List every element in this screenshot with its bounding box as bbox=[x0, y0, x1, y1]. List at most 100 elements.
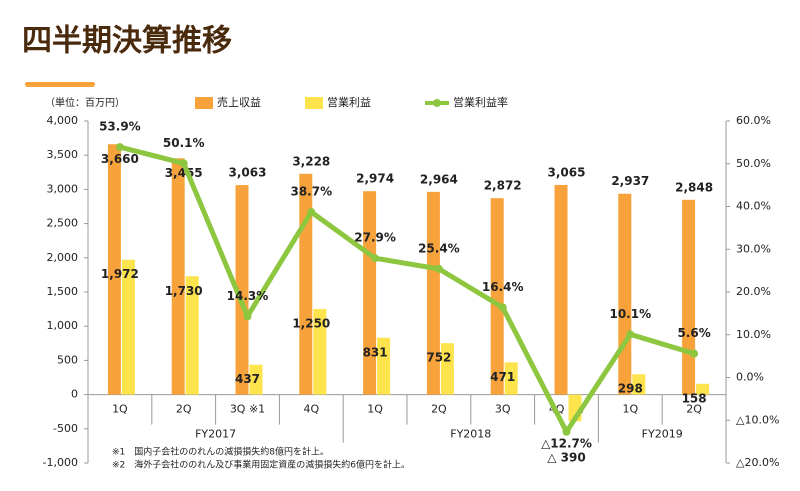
x-tick-label: 3Q ※1 bbox=[230, 403, 265, 416]
bar-value-label: 1,250 bbox=[292, 317, 330, 331]
x-tick-label: 2Q bbox=[431, 403, 447, 416]
bar bbox=[440, 343, 454, 395]
line-point bbox=[179, 159, 188, 168]
x-tick-label: 4Q bbox=[303, 403, 319, 416]
line-point bbox=[115, 143, 124, 152]
bar-value-label: 2,937 bbox=[611, 174, 649, 188]
line bbox=[119, 144, 695, 435]
line-point bbox=[243, 312, 252, 321]
legend-swatch bbox=[305, 97, 323, 109]
bar bbox=[185, 276, 199, 395]
y-tick-label: 500 bbox=[57, 353, 78, 366]
title-underline bbox=[25, 82, 95, 87]
bar bbox=[377, 337, 391, 395]
y-tick-label: -1,000 bbox=[43, 456, 78, 469]
x-tick-label: 1Q bbox=[112, 403, 128, 416]
line-value-label: 53.9% bbox=[99, 120, 141, 134]
bar bbox=[696, 383, 710, 395]
bar-value-label: 2,964 bbox=[420, 172, 458, 186]
y2-tick-label: 20.0% bbox=[736, 285, 771, 298]
bar-value-label: △ 390 bbox=[547, 451, 585, 465]
y2-tick-label: 30.0% bbox=[736, 242, 771, 255]
line-value-label: △12.7% bbox=[541, 436, 592, 450]
bar-value-label: 3,455 bbox=[165, 166, 203, 180]
y-tick-label: 1,500 bbox=[47, 285, 79, 298]
line-point bbox=[498, 303, 507, 312]
bar bbox=[121, 259, 135, 395]
footnote: ※2 海外子会社ののれん及び事業用固定資産の減損損失約6億円を計上。 bbox=[112, 459, 410, 471]
line-value-label: 5.6% bbox=[677, 326, 710, 340]
line-value-label: 10.1% bbox=[609, 307, 651, 321]
bar bbox=[554, 184, 568, 395]
bar-value-label: 3,063 bbox=[229, 166, 267, 180]
legend-swatch bbox=[195, 97, 213, 109]
line-value-label: 25.4% bbox=[418, 241, 460, 255]
bar bbox=[618, 193, 632, 395]
y2-tick-label: 10.0% bbox=[736, 328, 771, 341]
group-label: FY2018 bbox=[450, 428, 491, 441]
bar bbox=[363, 191, 377, 395]
x-tick-label: 3Q bbox=[495, 403, 511, 416]
legend-label: 売上収益 bbox=[217, 95, 261, 109]
bar-value-label: 3,065 bbox=[548, 165, 586, 179]
unit-label: （単位：百万円） bbox=[45, 96, 125, 109]
y2-tick-label: △20.0% bbox=[736, 456, 779, 469]
bar-value-label: 1,972 bbox=[101, 267, 139, 281]
bar bbox=[426, 191, 440, 395]
line-value-label: 38.7% bbox=[290, 185, 332, 199]
line-value-label: 14.3% bbox=[227, 289, 269, 303]
bar bbox=[299, 173, 313, 395]
line-value-label: 50.1% bbox=[163, 136, 205, 150]
y2-tick-label: 60.0% bbox=[736, 114, 771, 127]
y-tick-label: 3,000 bbox=[47, 182, 79, 195]
line-point bbox=[371, 254, 380, 263]
bar-value-label: 1,730 bbox=[165, 284, 203, 298]
y-tick-label: 3,500 bbox=[47, 148, 79, 161]
x-tick-label: 1Q bbox=[622, 403, 638, 416]
y-tick-label: 0 bbox=[71, 388, 78, 401]
bar-value-label: 437 bbox=[235, 372, 260, 386]
bar bbox=[490, 198, 504, 395]
y-tick-label: 1,000 bbox=[47, 319, 79, 332]
legend-label: 営業利益 bbox=[327, 95, 371, 109]
bar bbox=[313, 309, 327, 395]
y2-tick-label: 50.0% bbox=[736, 157, 771, 170]
bar-value-label: 3,228 bbox=[292, 154, 330, 168]
bar bbox=[235, 185, 249, 395]
legend-label: 営業利益率 bbox=[453, 95, 508, 109]
line-value-label: 16.4% bbox=[482, 280, 524, 294]
group-label: FY2017 bbox=[195, 428, 236, 441]
x-tick-label: 2Q bbox=[176, 403, 192, 416]
line-point bbox=[690, 349, 699, 358]
bar bbox=[504, 362, 518, 395]
bar-value-label: 471 bbox=[490, 370, 515, 384]
x-tick-label: 2Q bbox=[686, 403, 702, 416]
legend-swatch bbox=[433, 99, 441, 107]
line-point bbox=[307, 208, 316, 217]
page-title: 四半期決算推移 bbox=[22, 24, 232, 59]
bar-value-label: 752 bbox=[426, 351, 451, 365]
y2-tick-label: 40.0% bbox=[736, 200, 771, 213]
footnote: ※1 国内子会社ののれんの減損損失約8億円を計上。 bbox=[112, 446, 329, 458]
x-tick-label: 1Q bbox=[367, 403, 383, 416]
bar bbox=[632, 374, 646, 395]
bar-value-label: 3,660 bbox=[101, 152, 139, 166]
bar-value-label: 298 bbox=[618, 382, 643, 396]
y-tick-label: -500 bbox=[53, 422, 78, 435]
bar-value-label: 831 bbox=[363, 345, 388, 359]
bar bbox=[171, 158, 185, 395]
bar-value-label: 2,974 bbox=[356, 172, 394, 186]
line-point bbox=[562, 427, 571, 436]
y-tick-label: 2,000 bbox=[47, 251, 79, 264]
bar bbox=[682, 199, 696, 395]
bar-value-label: 2,848 bbox=[675, 180, 713, 194]
line-value-label: 27.9% bbox=[354, 231, 396, 245]
bar bbox=[107, 144, 121, 395]
bar-value-label: 158 bbox=[682, 391, 707, 405]
y-tick-label: 2,500 bbox=[47, 217, 79, 230]
group-label: FY2019 bbox=[642, 428, 683, 441]
line-point bbox=[626, 330, 635, 339]
line-point bbox=[434, 264, 443, 273]
bar bbox=[249, 364, 263, 395]
